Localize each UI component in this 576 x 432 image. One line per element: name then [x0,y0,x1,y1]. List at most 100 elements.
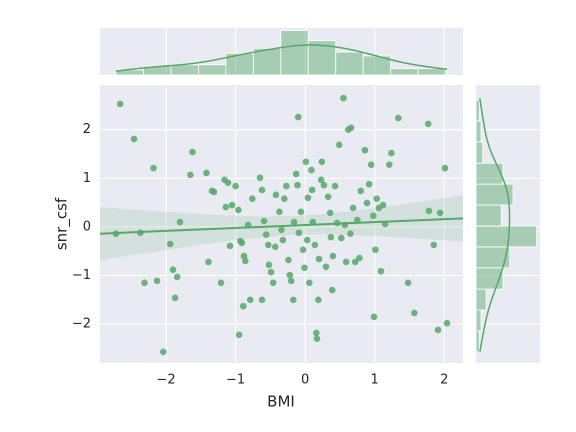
point [304,194,312,202]
point [424,120,432,128]
point [434,326,442,334]
point [315,296,322,304]
x-tick-label: −1 [226,373,245,388]
point [116,100,124,108]
point [351,258,359,266]
point [189,148,196,156]
y-tick-label: −2 [72,317,91,332]
x-kde [115,44,448,72]
x-hist-bar [252,47,282,76]
point [246,296,254,304]
y-hist-bar [475,162,504,185]
point [327,233,335,241]
point [176,218,184,226]
point [411,309,418,317]
point [238,239,246,247]
point [171,294,179,302]
point [328,286,336,294]
point [287,277,295,285]
point [280,195,288,203]
y-kde [479,98,511,352]
x-tick-label: 0 [301,373,309,388]
regression-line [99,217,464,235]
point [283,182,290,190]
point [235,206,242,214]
point [357,187,365,195]
point [248,195,256,203]
point [349,204,357,212]
point [272,191,280,199]
point [228,201,236,209]
y-hist-bar [475,288,487,311]
y-hist-bar [475,309,482,332]
point [338,234,345,242]
y-hist-bar [475,120,482,143]
point [256,174,264,182]
point [290,218,298,226]
x-tick-label: −2 [156,373,175,388]
point [150,164,157,172]
point [301,264,308,272]
point [342,258,350,266]
point [297,208,305,216]
point [258,296,266,304]
point [436,209,444,217]
top-marginal-background [100,28,463,75]
point [425,207,433,215]
x-hist-bar [170,64,199,76]
point [370,313,378,321]
point [205,258,212,266]
point [379,201,387,209]
y-tick-label: −1 [72,268,91,283]
point [318,158,326,166]
point [217,279,225,287]
point [443,319,451,327]
point [308,186,316,194]
point [395,114,402,122]
point [322,263,330,271]
y-hist-bar [475,330,480,353]
point [226,242,234,250]
point [278,226,285,234]
point [315,255,323,263]
x-hist-bar [390,68,419,76]
point [441,164,449,172]
point [303,236,311,244]
point [264,241,272,249]
point [265,261,273,269]
point [388,149,395,157]
point [130,135,138,143]
point [235,331,243,339]
x-axis-label: BMI [267,393,295,411]
point [285,256,292,264]
x-hist-bar [335,51,364,76]
point [373,195,381,203]
x-hist-bar [197,64,227,76]
point [203,169,210,177]
point [404,279,412,287]
point [326,209,334,217]
point [187,171,194,179]
point [320,181,328,189]
point [271,243,279,251]
point [331,182,339,190]
point [372,246,379,254]
point [377,267,385,275]
x-hist-bar [280,30,309,76]
point [340,94,347,102]
point [324,193,332,201]
point [430,241,438,249]
point [166,240,174,248]
y-axis-label: snr_csf [53,197,72,250]
point [347,124,355,132]
y-tick-label: 0 [83,219,91,234]
point [260,217,268,225]
point [286,271,294,279]
point [306,279,313,287]
point [279,236,287,244]
point [311,241,319,249]
y-hist-bar [475,246,511,269]
point [361,146,369,154]
point [169,266,177,273]
y-hist-bar [475,99,480,122]
